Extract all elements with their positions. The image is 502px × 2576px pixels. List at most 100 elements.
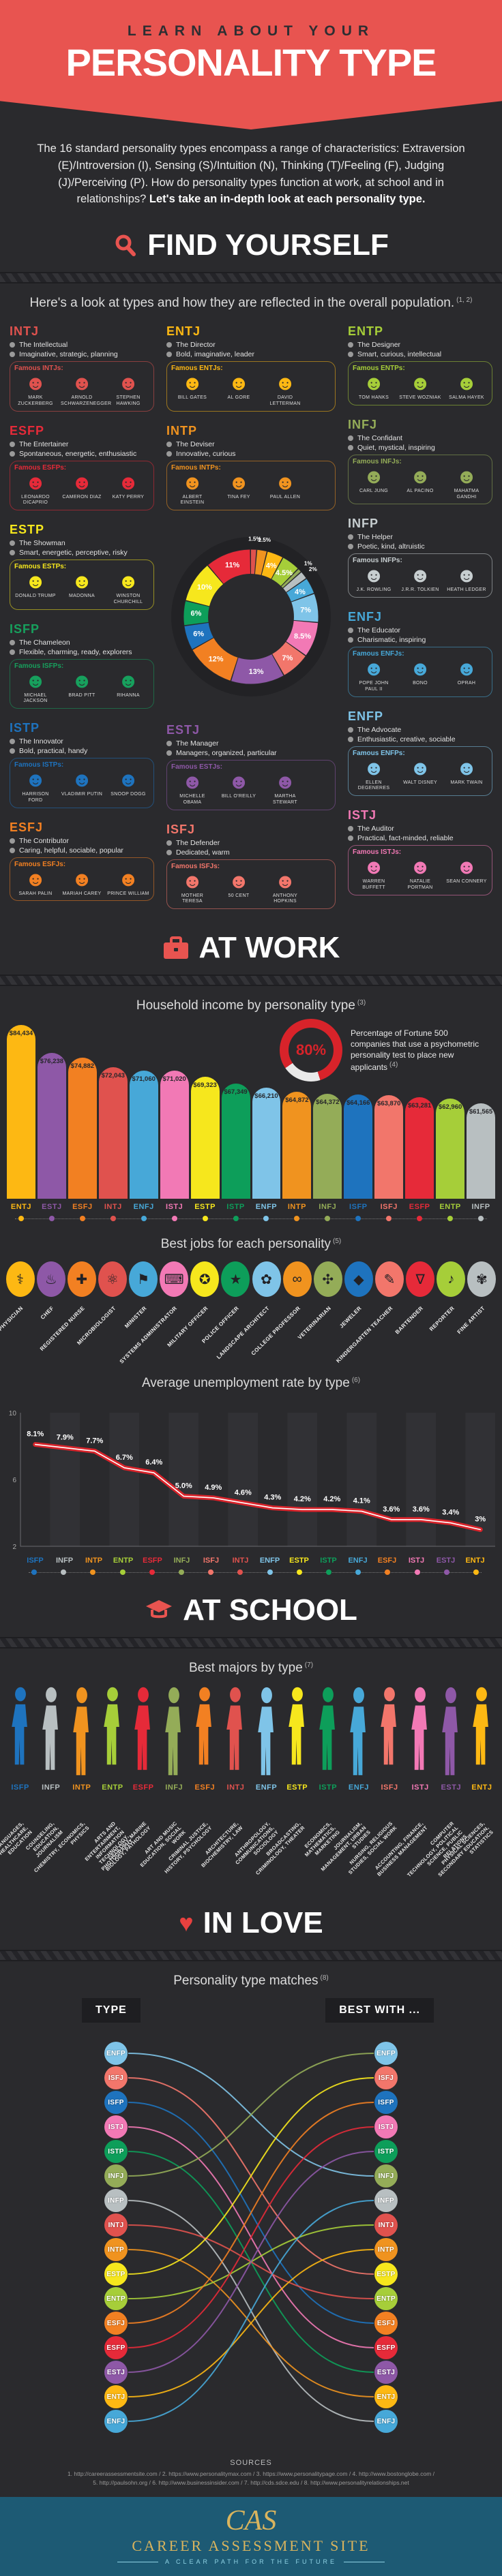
income-value: $66,210 [254, 1092, 278, 1100]
person-silhouette-icon [9, 1687, 32, 1767]
famous-person-name: BONO [399, 681, 441, 687]
unemp-type-ENTJ: ENTJ [460, 1557, 490, 1565]
flag-icon: ⚑ [129, 1261, 158, 1297]
famous-person-name: ELLEN DEGENERES [353, 780, 395, 793]
face-icon: ☻ [61, 473, 103, 493]
type-traits: Flexible, charming, ready, explorers [10, 648, 154, 656]
famous-faces: ☻WARREN BUFFETT☻NATALIE PORTMAN☻SEAN CON… [353, 857, 488, 891]
match-node-right-ENTP: ENTP [374, 2287, 398, 2310]
match-node-right-ENFJ: ENFJ [374, 2410, 398, 2433]
face-icon: ☻ [61, 870, 103, 890]
bullet-dot [348, 352, 353, 357]
famous-person-name: WALT DISNEY [399, 780, 441, 786]
famous-person-name: VLADIMIR PUTIN [61, 792, 103, 798]
famous-person-name: KATY PERRY [107, 495, 149, 501]
pencil-icon: ✎ [375, 1261, 404, 1297]
bullet-dot [166, 342, 172, 348]
face-icon: ☻ [399, 659, 441, 679]
famous-label: Famous ISFPs: [14, 662, 149, 670]
famous-person-name: AL GORE [218, 395, 260, 401]
famous-person-name: HEATH LEDGER [445, 587, 488, 594]
famous-person-name: MICHELLE OBAMA [171, 794, 213, 806]
type-text: Poetic, kind, altruistic [357, 542, 425, 551]
income-bar-INTP: $64,872 [282, 1092, 311, 1199]
type-traits: Managers, organized, particular [166, 749, 336, 757]
income-bar-ISFP: $64,166 [344, 1094, 372, 1199]
income-value: $84,434 [10, 1030, 33, 1037]
dot-cell [197, 1567, 224, 1578]
job-isfj: ✎KINDERGARTEN TEACHER [375, 1261, 404, 1364]
type-title: The Educator [348, 626, 492, 634]
sources-line-1[interactable]: 1. http://careerassessmentsite.com / 2. … [7, 2470, 495, 2479]
bullet-dot [348, 737, 353, 742]
unemployment-value: 4.2% [323, 1495, 340, 1503]
major-type-label: ISTP [313, 1783, 342, 1792]
dot-cell [109, 1567, 136, 1578]
famous-person-name: SALMA HAYEK [445, 395, 488, 401]
face-icon: ☻ [445, 758, 488, 779]
face-icon: ☻ [399, 373, 441, 394]
match-node-right-ENFP: ENFP [374, 2042, 398, 2065]
match-line-ESFJ-ISFP [128, 2102, 374, 2323]
plant-icon: ✿ [252, 1261, 281, 1297]
famous-faces: ☻HARRISON FORD☻VLADIMIR PUTIN☻SNOOP DOGG [14, 770, 149, 804]
dot-cell [403, 1567, 430, 1578]
face-icon: ☻ [353, 758, 395, 779]
page-title: PERSONALITY TYPE [0, 44, 502, 82]
famous-person-name: RIHANNA [107, 693, 149, 699]
major-type-label: INFP [36, 1783, 65, 1792]
unemp-type-ESFP: ESFP [138, 1557, 167, 1565]
face-icon: ☻ [445, 857, 488, 878]
type-text: Practical, fact-minded, reliable [357, 834, 454, 842]
type-dot [49, 1216, 55, 1221]
donut-label-ESTJ: 13% [249, 668, 264, 676]
famous-person: ☻CAMERON DIAZ [61, 473, 103, 507]
income-bar-ENTP: $62,960 [436, 1099, 464, 1199]
divider [0, 1637, 502, 1649]
match-node-left-ISFJ: ISFJ [104, 2066, 128, 2089]
dot-cell [68, 1214, 97, 1225]
type-text: Bold, imaginative, leader [176, 350, 254, 358]
famous-person: ☻ARNOLD SCHWARZENEGGER [61, 373, 103, 408]
unemployment-value: 3.6% [413, 1505, 430, 1514]
sources-line-2[interactable]: 5. http://paulsohn.org / 6. http://www.b… [7, 2479, 495, 2487]
income-value: $63,281 [408, 1102, 431, 1109]
population-subtitle: Here's a look at types and how they are … [0, 283, 502, 315]
famous-person: ☻WARREN BUFFETT [353, 857, 395, 891]
type-dot [61, 1569, 66, 1575]
unemployment-subtitle: Average unemployment rate by type(6) [0, 1364, 502, 1395]
footer-site-name: CAREER ASSESSMENT SITE [0, 2536, 502, 2556]
dot-cell [256, 1567, 284, 1578]
major-type-label: ENTJ [467, 1783, 497, 1792]
bullet-dot [10, 748, 15, 754]
famous-person: ☻AL GORE [218, 373, 260, 408]
income-bar-ENFP: $66,210 [252, 1088, 281, 1199]
type-dot [267, 1569, 273, 1575]
face-icon: ☻ [61, 770, 103, 791]
matches-column-best-with: BEST WITH ... [325, 1998, 434, 2023]
type-title: The Intellectual [10, 341, 154, 349]
job-infp: ✾FINE ARTIST [467, 1261, 497, 1364]
famous-person-name: J.K. ROWLING [353, 587, 395, 594]
type-code: ENTP [348, 324, 492, 339]
dot-cell [160, 1214, 189, 1225]
famous-person: ☻STEPHEN HAWKING [107, 373, 149, 408]
y-tick: 10 [9, 1410, 17, 1417]
type-code: ISTJ [348, 808, 492, 823]
type-traits: Spontaneous, energetic, enthusiastic [10, 450, 154, 458]
match-node-right-ESTJ: ESTJ [374, 2361, 398, 2384]
famous-person-name: TOM HANKS [353, 395, 395, 401]
famous-faces: ☻DONALD TRUMP☻MADONNA☻WINSTON CHURCHILL [14, 572, 149, 606]
bullet-dot [348, 637, 353, 643]
sources: SOURCES 1. http://careerassessmentsite.c… [0, 2448, 502, 2497]
famous-person-name: LEONARDO DICAPRIO [14, 495, 57, 507]
famous-people-box: Famous INTPs:☻ALBERT EINSTEIN☻TINA FEY☻P… [166, 461, 336, 511]
income-value: $62,960 [439, 1103, 462, 1111]
income-bar-ENFJ: $71,060 [130, 1071, 158, 1199]
heart-icon: ♥ [179, 1911, 193, 1935]
